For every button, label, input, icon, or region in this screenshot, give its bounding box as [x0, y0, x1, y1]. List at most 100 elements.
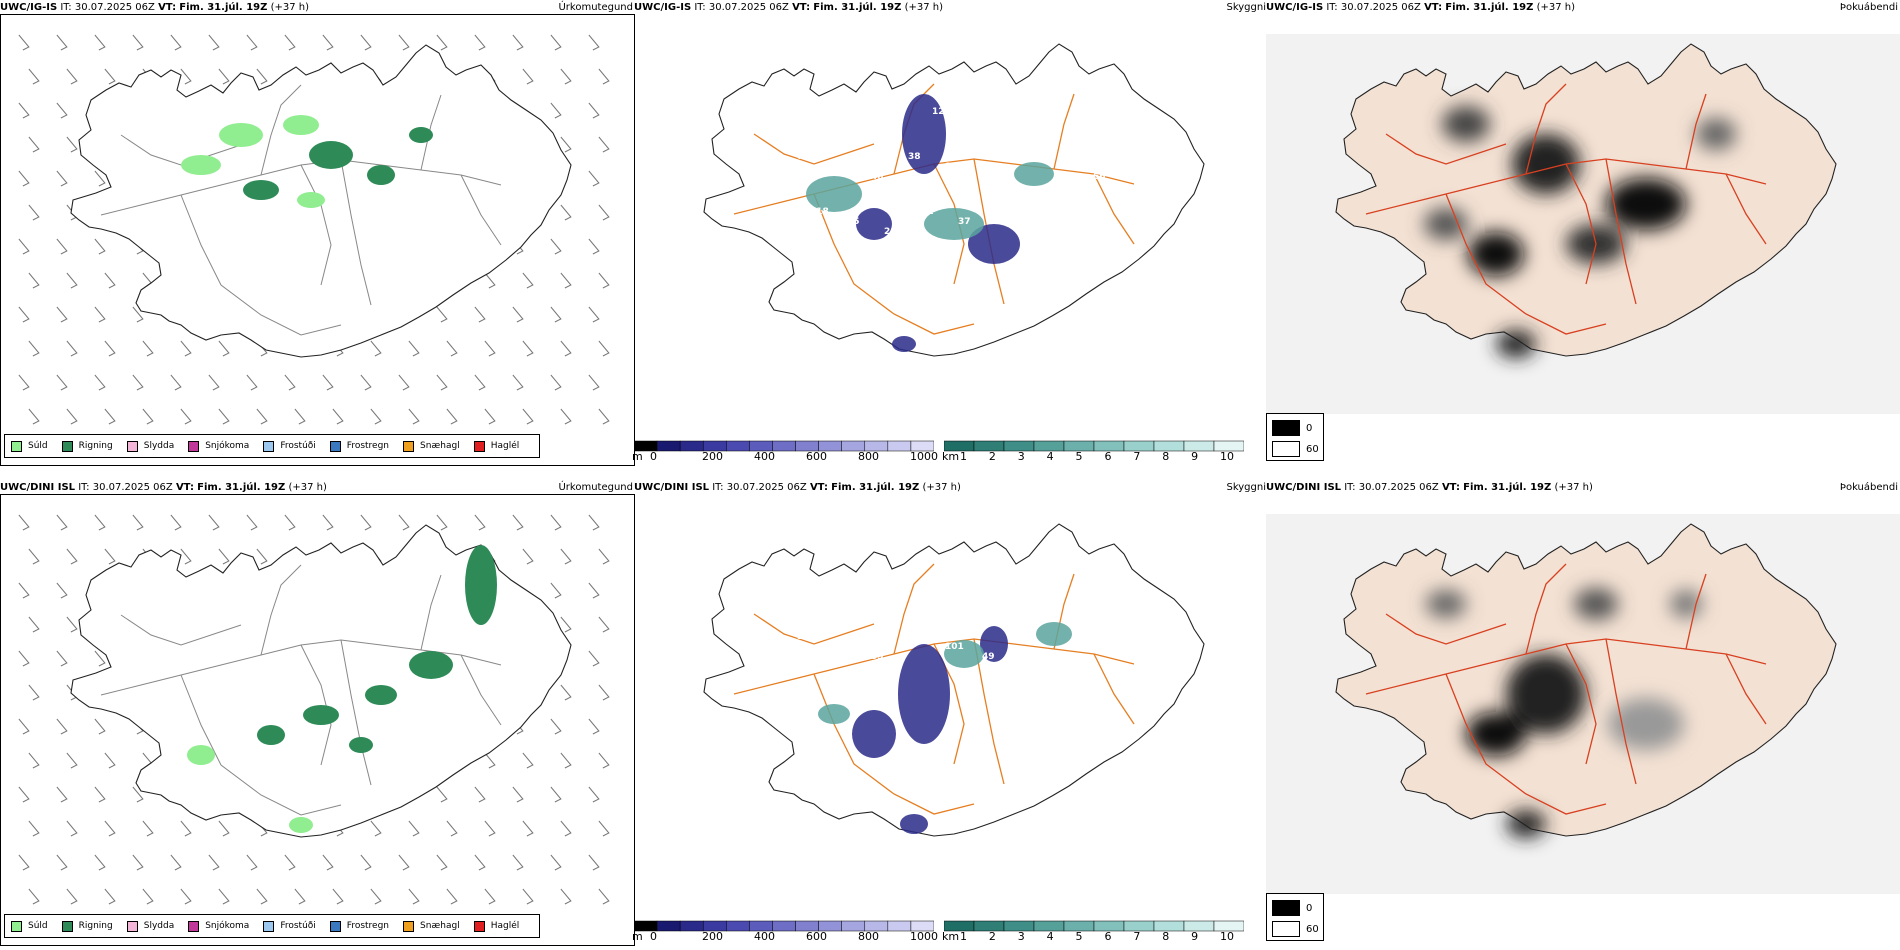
wind-barb — [512, 306, 524, 323]
colorbar-strip — [943, 440, 1245, 452]
legend-swatch — [403, 440, 415, 452]
panel-title: Úrkomutegund — [558, 482, 633, 493]
colorbar-tick: 400 — [754, 930, 775, 943]
road-network — [100, 564, 502, 816]
it-time: 30.07.2025 06Z — [1340, 2, 1421, 13]
colorbar-unit: m — [632, 930, 643, 943]
panel-title: Skyggni — [1226, 482, 1266, 493]
it-label: IT: — [1326, 2, 1338, 13]
cloud-area — [968, 224, 1020, 264]
wind-barb — [56, 374, 68, 391]
wind-barb — [598, 888, 610, 905]
legend-item: Haglél — [473, 440, 519, 452]
wind-barb — [28, 136, 40, 153]
wind-barb — [56, 854, 68, 871]
legend-label: Súld — [28, 921, 48, 931]
fog-map — [1266, 34, 1900, 414]
visibility-value: 77 — [895, 577, 908, 587]
visibility-value: 6 — [784, 97, 790, 107]
wind-barb — [142, 888, 154, 905]
precip-area — [181, 155, 221, 175]
wind-barb — [180, 68, 192, 85]
legend-item: Snæhagl — [403, 920, 460, 932]
visibility-map: 10 102 36 77 54 75 68 67 59 50 53 35 43 101 49 — [703, 523, 1205, 837]
wind-barb — [56, 170, 68, 187]
wind-barb — [170, 374, 182, 391]
wind-barb — [132, 854, 144, 871]
panel-header: UWC/IG-IS IT: 30.07.2025 06Z VT: Fim. 31… — [1266, 0, 1900, 16]
road — [973, 638, 1005, 785]
wind-barb — [94, 34, 106, 51]
wind-barb — [18, 582, 30, 599]
wind-barb — [588, 718, 600, 735]
wind-barb — [66, 616, 78, 633]
wind-barb — [598, 68, 610, 85]
wind-barb — [588, 238, 600, 255]
precip-area — [187, 745, 215, 765]
panel-title: Skyggni — [1226, 2, 1266, 13]
legend-item: Slydda — [126, 920, 175, 932]
panel-title: Þokuábendi — [1839, 2, 1898, 13]
wind-barb — [28, 820, 40, 837]
legend-label: Rigning — [78, 441, 113, 451]
legend-swatch — [329, 440, 341, 452]
vt-label: VT: — [1441, 482, 1460, 493]
wind-barb — [522, 820, 534, 837]
colorbar-tick: 6 — [1104, 930, 1112, 943]
wind-barb — [560, 888, 572, 905]
vt-time: Fim. 31.júl. 19Z — [813, 2, 902, 13]
legend-swatch — [11, 440, 22, 452]
ceiling-colorbar: m 0 200 400 600 800 1000 — [632, 437, 938, 463]
road — [1385, 133, 1507, 165]
colorbar-segment — [656, 920, 681, 932]
legend-swatch — [263, 920, 275, 932]
colorbar-tick: 3 — [1017, 930, 1025, 943]
legend-item: Súld — [11, 920, 48, 932]
colorbar-tick: 1 — [960, 930, 967, 943]
road — [460, 654, 502, 726]
wind-barb — [598, 272, 610, 289]
wind-barb — [522, 68, 534, 85]
colorbar-unit: m — [632, 450, 643, 463]
wind-barb — [256, 548, 268, 565]
wind-barb — [94, 650, 106, 667]
colorbar-unit: km — [942, 450, 960, 463]
model-name: UWC/DINI ISL — [0, 482, 76, 493]
wind-barb — [94, 306, 106, 323]
road — [1093, 173, 1135, 245]
wind-barb — [208, 514, 220, 531]
road — [1565, 643, 1597, 765]
ceiling-colorbar: m 0 200 400 600 800 1000 — [632, 917, 938, 943]
colorbar-segment — [772, 440, 796, 452]
fog-blobs — [1426, 588, 1702, 838]
road — [120, 614, 242, 646]
road — [1725, 653, 1767, 725]
legend-label: Slydda — [143, 921, 175, 931]
fog-legend-swatch — [1272, 900, 1300, 916]
precip-area — [349, 737, 373, 753]
wind-barb — [436, 514, 448, 531]
legend-swatch — [263, 440, 275, 452]
road — [1685, 93, 1707, 170]
wind-barb — [18, 786, 30, 803]
panel-header: UWC/IG-IS IT: 30.07.2025 06Z VT: Fim. 31… — [634, 0, 1268, 16]
wind-barb — [560, 820, 572, 837]
visibility-value: 35 — [1006, 97, 1019, 107]
wind-barb — [560, 136, 572, 153]
it-label: IT: — [694, 2, 706, 13]
model-name: UWC/IG-IS — [1266, 2, 1324, 13]
visibility-colorbar: km 1 2 3 4 5 6 7 8 9 10 — [942, 917, 1245, 943]
wind-barb — [170, 514, 182, 531]
wind-barb — [550, 34, 562, 51]
wind-barb — [560, 752, 572, 769]
legend-swatch — [403, 920, 415, 932]
cloud-area — [944, 640, 984, 668]
visibility-numbers: 6 57 61 99 12 62 35 42 56 73 80 48 38 106 34 63 44 66 118 7… — [784, 97, 1106, 237]
wind-barb — [132, 374, 144, 391]
wind-barb — [180, 408, 192, 425]
cloud-area — [980, 626, 1008, 662]
wind-barb — [256, 68, 268, 85]
fog-area — [1512, 134, 1580, 194]
road — [813, 193, 975, 335]
visibility-value: 80 — [834, 162, 847, 172]
